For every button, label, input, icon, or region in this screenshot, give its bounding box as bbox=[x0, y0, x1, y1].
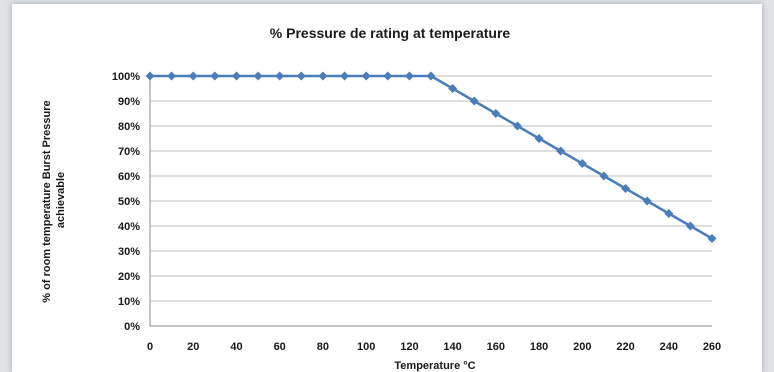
y-tick-labels: 0% 10% 20% 30% 40% 50% 60% 70% 80% 90% 100% bbox=[112, 71, 140, 333]
line-chart: % Pressure de rating at temperature 0% 10… bbox=[41, 25, 721, 372]
x-tick-label: 240 bbox=[660, 341, 678, 353]
y-tick-label: 0% bbox=[124, 321, 140, 333]
data-point bbox=[296, 71, 306, 81]
data-point bbox=[404, 71, 414, 81]
x-tick-label: 260 bbox=[703, 341, 721, 353]
data-point bbox=[469, 96, 479, 106]
data-point bbox=[210, 71, 220, 81]
data-point bbox=[621, 184, 631, 193]
y-axis-label-line-2: achievable bbox=[55, 172, 67, 228]
y-tick-label: 20% bbox=[118, 271, 140, 283]
data-point bbox=[685, 221, 695, 231]
y-tick-label: 80% bbox=[118, 121, 140, 133]
x-tick-label: 20 bbox=[187, 341, 199, 353]
data-point bbox=[664, 209, 674, 218]
chart-frame: % Pressure de rating at temperature 0% 10… bbox=[12, 4, 762, 372]
data-point bbox=[642, 196, 652, 206]
x-tick-label: 140 bbox=[443, 341, 461, 353]
data-point bbox=[145, 71, 155, 81]
data-point bbox=[448, 84, 458, 93]
series-line-0 bbox=[150, 74, 713, 240]
x-tick-label: 180 bbox=[530, 341, 548, 353]
data-point bbox=[599, 171, 609, 181]
data-point bbox=[577, 159, 587, 168]
x-tick-labels: 0 20 40 60 80 100 120 140 160 180 200 220 240 260 bbox=[147, 341, 721, 353]
y-tick-label: 100% bbox=[112, 71, 140, 83]
data-point bbox=[426, 71, 436, 81]
x-tick-label: 100 bbox=[357, 341, 375, 353]
x-tick-label: 80 bbox=[317, 341, 329, 353]
y-axis-label-line-1: % of room temperature Burst Pressure bbox=[41, 100, 53, 302]
y-tick-label: 50% bbox=[118, 196, 140, 208]
data-point bbox=[534, 134, 544, 143]
x-tick-label: 60 bbox=[274, 341, 286, 353]
data-point bbox=[188, 71, 198, 81]
data-point bbox=[383, 71, 393, 81]
x-tick-label: 220 bbox=[616, 341, 634, 353]
data-point bbox=[361, 71, 371, 81]
chart-title: % Pressure de rating at temperature bbox=[270, 25, 511, 41]
y-axis-label: % of room temperature Burst Pressure ach… bbox=[41, 97, 67, 302]
x-tick-label: 0 bbox=[147, 341, 153, 353]
y-tick-label: 70% bbox=[118, 146, 140, 158]
y-tick-label: 10% bbox=[118, 296, 140, 308]
data-point bbox=[275, 71, 285, 81]
data-point bbox=[340, 71, 350, 81]
y-tick-label: 30% bbox=[118, 246, 140, 258]
gridlines bbox=[150, 75, 712, 302]
data-point bbox=[707, 234, 717, 243]
x-tick-label: 40 bbox=[230, 341, 242, 353]
y-tick-label: 40% bbox=[118, 221, 140, 233]
data-point bbox=[491, 109, 501, 118]
axes bbox=[149, 76, 712, 327]
x-tick-label: 120 bbox=[400, 341, 418, 353]
data-point bbox=[318, 71, 328, 81]
x-tick-label: 160 bbox=[487, 341, 505, 353]
x-tick-label: 200 bbox=[573, 341, 591, 353]
y-tick-label: 90% bbox=[118, 96, 140, 108]
data-point bbox=[556, 146, 566, 156]
data-point bbox=[167, 71, 177, 81]
x-axis-label: Temperature °C bbox=[394, 360, 475, 372]
data-point bbox=[512, 121, 522, 131]
y-tick-label: 60% bbox=[118, 171, 140, 183]
data-point bbox=[253, 71, 263, 81]
data-point bbox=[231, 71, 241, 81]
series bbox=[145, 71, 717, 243]
